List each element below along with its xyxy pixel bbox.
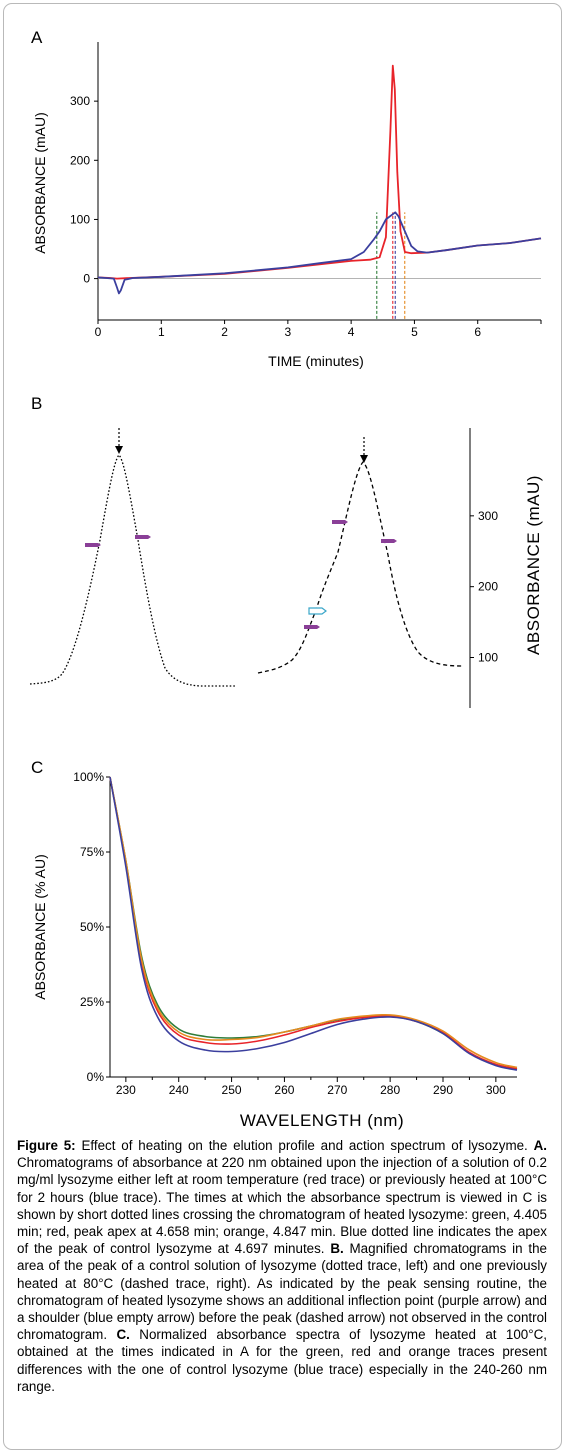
y-tick-label: 100% [73, 770, 104, 784]
inflection-arrow-icon [332, 520, 348, 524]
inflection-arrow-icon [381, 539, 397, 543]
panel-a-ylabel: ABSORBANCE (mAU) [32, 112, 48, 254]
x-tick-label: 230 [116, 1083, 136, 1097]
inflection-arrow-icon [85, 543, 101, 547]
figure-frame [3, 3, 562, 1450]
caption-a-label: A. [533, 1138, 547, 1153]
y-tick-label: 100 [70, 212, 90, 226]
panel-a-chart: A ABSORBANCE (mAU) TIME (minutes) 010020… [31, 28, 542, 369]
left-peak-arrow-icon [115, 446, 123, 454]
y-tick-label: 75% [80, 845, 104, 859]
x-tick-label: 5 [411, 325, 418, 339]
x-tick-label: 6 [474, 325, 481, 339]
control-dotted-trace [29, 454, 235, 687]
spectrum-series-line [109, 776, 518, 1069]
panel-b-letter: B [31, 394, 42, 413]
caption-c-text: Normalized absorbance spectra of lysozym… [17, 1327, 547, 1394]
inflection-arrow-icon [304, 625, 320, 629]
caption-figure-label: Figure 5: [17, 1138, 76, 1153]
y-tick-label: 200 [70, 153, 90, 167]
inflection-arrow-icon [135, 535, 151, 539]
caption-intro: Effect of heating on the elution profile… [75, 1138, 534, 1153]
x-tick-label: 250 [222, 1083, 242, 1097]
panel-a-xlabel: TIME (minutes) [268, 353, 364, 369]
x-tick-label: 300 [486, 1083, 506, 1097]
panel-c-ylabel: ABSORBANCE (% AU) [32, 854, 48, 999]
y-tick-label: 100 [478, 651, 498, 665]
y-tick-label: 300 [478, 509, 498, 523]
x-tick-label: 3 [285, 325, 292, 339]
y-tick-label: 25% [80, 995, 104, 1009]
panel-a-letter: A [31, 28, 43, 47]
y-tick-label: 50% [80, 920, 104, 934]
y-tick-label: 200 [478, 580, 498, 594]
caption-b-label: B. [330, 1241, 344, 1257]
panel-c-xlabel: WAVELENGTH (nm) [240, 1111, 404, 1130]
figure-caption: Figure 5: Effect of heating on the eluti… [17, 1137, 547, 1395]
panel-c-chart: C ABSORBANCE (% AU) WAVELENGTH (nm) 0% 25… [31, 758, 518, 1130]
y-tick-label: 300 [70, 94, 90, 108]
x-tick-label: 290 [433, 1083, 453, 1097]
right-peak-arrow-icon [360, 455, 368, 463]
x-tick-label: 270 [327, 1083, 347, 1097]
x-tick-label: 240 [169, 1083, 189, 1097]
y-tick-label: 0 [83, 272, 90, 286]
caption-c-label: C. [116, 1327, 130, 1343]
panel-b-ylabel: ABSORBANCE (mAU) [524, 475, 543, 655]
x-tick-label: 1 [158, 325, 165, 339]
panel-b-chart: B ABSORBANCE (mAU) 100 200 300 [29, 394, 543, 708]
chromatogram-series-line [97, 211, 542, 295]
x-tick-label: 0 [95, 325, 102, 339]
y-tick-label: 0% [87, 1070, 105, 1084]
caption-a-text: Chromatograms of absorbance at 220 nm ob… [17, 1155, 547, 1257]
shoulder-empty-arrow-icon [308, 607, 327, 615]
panel-c-letter: C [31, 758, 43, 777]
x-tick-label: 260 [274, 1083, 294, 1097]
x-tick-label: 280 [380, 1083, 400, 1097]
spectrum-series-line [109, 776, 518, 1071]
x-tick-label: 4 [348, 325, 355, 339]
x-tick-label: 2 [221, 325, 228, 339]
caption-b-text: Magnified chromatograms in the area of t… [17, 1241, 547, 1343]
heated-dashed-trace [257, 461, 463, 674]
